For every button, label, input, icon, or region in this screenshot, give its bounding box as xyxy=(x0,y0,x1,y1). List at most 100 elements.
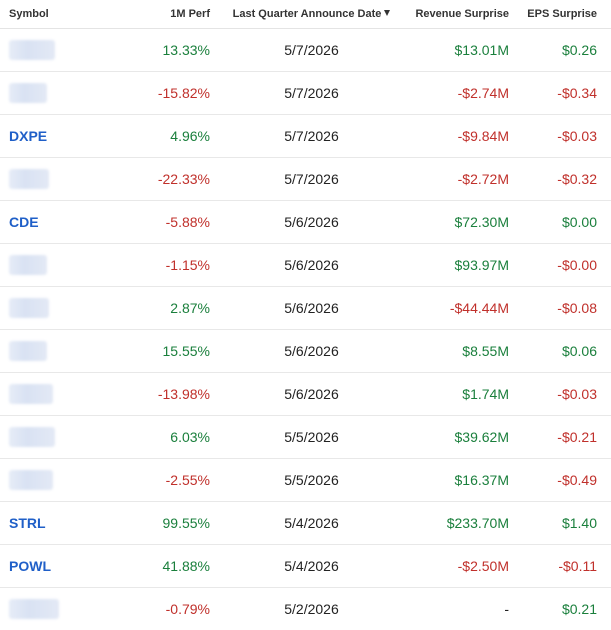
table-header: Symbol 1M Perf Last Quarter Announce Dat… xyxy=(0,0,611,29)
cell-perf: 4.96% xyxy=(170,128,210,144)
symbol-redacted[interactable] xyxy=(9,169,49,189)
cell-symbol xyxy=(0,40,127,60)
cell-revenue: $8.55M xyxy=(462,343,509,359)
cell-perf: -1.15% xyxy=(165,257,210,273)
symbol-redacted[interactable] xyxy=(9,83,47,103)
table-row[interactable]: POWL 41.88% 5/4/2026 -$2.50M -$0.11 xyxy=(0,545,611,588)
cell-symbol: CDE xyxy=(0,214,127,230)
cell-date: 5/5/2026 xyxy=(284,472,339,488)
cell-revenue: -$2.72M xyxy=(457,171,509,187)
symbol-redacted[interactable] xyxy=(9,470,53,490)
table-row[interactable]: CDE -5.88% 5/6/2026 $72.30M $0.00 xyxy=(0,201,611,244)
cell-revenue: $16.37M xyxy=(454,472,509,488)
cell-perf: 99.55% xyxy=(162,515,210,531)
cell-perf: -13.98% xyxy=(157,386,210,402)
cell-eps: -$0.03 xyxy=(557,128,597,144)
table-row[interactable]: -0.79% 5/2/2026 - $0.21 xyxy=(0,588,611,630)
cell-revenue: - xyxy=(504,601,509,617)
cell-perf: 13.33% xyxy=(162,42,210,58)
cell-revenue: $233.70M xyxy=(446,515,509,531)
cell-eps: -$0.03 xyxy=(557,386,597,402)
table-row[interactable]: -1.15% 5/6/2026 $93.97M -$0.00 xyxy=(0,244,611,287)
cell-date: 5/7/2026 xyxy=(284,128,339,144)
table-row[interactable]: -15.82% 5/7/2026 -$2.74M -$0.34 xyxy=(0,72,611,115)
cell-eps: -$0.32 xyxy=(557,171,597,187)
table-body: 13.33% 5/7/2026 $13.01M $0.26 -15.82% 5/7/202… xyxy=(0,29,611,630)
cell-symbol xyxy=(0,384,127,404)
cell-symbol xyxy=(0,83,127,103)
cell-symbol xyxy=(0,470,127,490)
symbol-redacted[interactable] xyxy=(9,599,59,619)
header-symbol[interactable]: Symbol xyxy=(9,8,49,20)
symbol-redacted[interactable] xyxy=(9,427,55,447)
table-row[interactable]: -13.98% 5/6/2026 $1.74M -$0.03 xyxy=(0,373,611,416)
table-row[interactable]: 13.33% 5/7/2026 $13.01M $0.26 xyxy=(0,29,611,72)
cell-revenue: $1.74M xyxy=(462,386,509,402)
cell-date: 5/6/2026 xyxy=(284,257,339,273)
table-row[interactable]: -22.33% 5/7/2026 -$2.72M -$0.32 xyxy=(0,158,611,201)
cell-perf: 2.87% xyxy=(170,300,210,316)
cell-perf: -22.33% xyxy=(157,171,210,187)
table-row[interactable]: 15.55% 5/6/2026 $8.55M $0.06 xyxy=(0,330,611,373)
table-row[interactable]: -2.55% 5/5/2026 $16.37M -$0.49 xyxy=(0,459,611,502)
cell-date: 5/7/2026 xyxy=(284,42,339,58)
cell-symbol: STRL xyxy=(0,515,127,531)
cell-eps: $0.06 xyxy=(561,343,597,359)
cell-date: 5/6/2026 xyxy=(284,343,339,359)
cell-date: 5/6/2026 xyxy=(284,386,339,402)
symbol-link[interactable]: STRL xyxy=(9,515,46,531)
cell-eps: -$0.21 xyxy=(557,429,597,445)
table-row[interactable]: 2.87% 5/6/2026 -$44.44M -$0.08 xyxy=(0,287,611,330)
cell-revenue: -$44.44M xyxy=(449,300,509,316)
symbol-redacted[interactable] xyxy=(9,40,55,60)
table-row[interactable]: STRL 99.55% 5/4/2026 $233.70M $1.40 xyxy=(0,502,611,545)
cell-date: 5/7/2026 xyxy=(284,85,339,101)
cell-revenue: -$9.84M xyxy=(457,128,509,144)
cell-eps: -$0.49 xyxy=(557,472,597,488)
cell-date: 5/5/2026 xyxy=(284,429,339,445)
cell-symbol xyxy=(0,298,127,318)
cell-date: 5/6/2026 xyxy=(284,214,339,230)
header-revenue[interactable]: Revenue Surprise xyxy=(415,8,509,20)
header-date-label: Last Quarter Announce Date xyxy=(232,8,382,20)
cell-revenue: $13.01M xyxy=(454,42,509,58)
cell-symbol xyxy=(0,169,127,189)
cell-eps: $1.40 xyxy=(561,515,597,531)
cell-eps: -$0.11 xyxy=(558,558,597,574)
cell-revenue: $72.30M xyxy=(454,214,509,230)
symbol-link[interactable]: POWL xyxy=(9,558,51,574)
symbol-redacted[interactable] xyxy=(9,255,47,275)
cell-perf: -5.88% xyxy=(165,214,210,230)
cell-eps: -$0.00 xyxy=(557,257,597,273)
cell-date: 5/4/2026 xyxy=(284,515,339,531)
symbol-redacted[interactable] xyxy=(9,384,53,404)
symbol-link[interactable]: CDE xyxy=(9,214,39,230)
sort-descending-icon[interactable] xyxy=(384,10,391,16)
cell-perf: -2.55% xyxy=(165,472,210,488)
table-row[interactable]: DXPE 4.96% 5/7/2026 -$9.84M -$0.03 xyxy=(0,115,611,158)
cell-eps: -$0.08 xyxy=(557,300,597,316)
cell-revenue: $93.97M xyxy=(454,257,509,273)
cell-perf: 6.03% xyxy=(170,429,210,445)
cell-symbol xyxy=(0,599,127,619)
cell-perf: 15.55% xyxy=(162,343,210,359)
header-perf[interactable]: 1M Perf xyxy=(170,8,210,20)
header-eps[interactable]: EPS Surprise xyxy=(527,8,597,20)
cell-symbol xyxy=(0,341,127,361)
symbol-redacted[interactable] xyxy=(9,298,49,318)
cell-symbol: POWL xyxy=(0,558,127,574)
cell-revenue: -$2.50M xyxy=(457,558,509,574)
cell-perf: -15.82% xyxy=(157,85,210,101)
cell-eps: $0.21 xyxy=(561,601,597,617)
cell-eps: $0.26 xyxy=(561,42,597,58)
table-row[interactable]: 6.03% 5/5/2026 $39.62M -$0.21 xyxy=(0,416,611,459)
cell-revenue: $39.62M xyxy=(454,429,509,445)
cell-revenue: -$2.74M xyxy=(457,85,509,101)
symbol-redacted[interactable] xyxy=(9,341,47,361)
header-date[interactable]: Last Quarter Announce Date xyxy=(217,8,406,20)
cell-perf: 41.88% xyxy=(162,558,210,574)
cell-symbol: DXPE xyxy=(0,128,127,144)
cell-symbol xyxy=(0,427,127,447)
symbol-link[interactable]: DXPE xyxy=(9,128,48,144)
